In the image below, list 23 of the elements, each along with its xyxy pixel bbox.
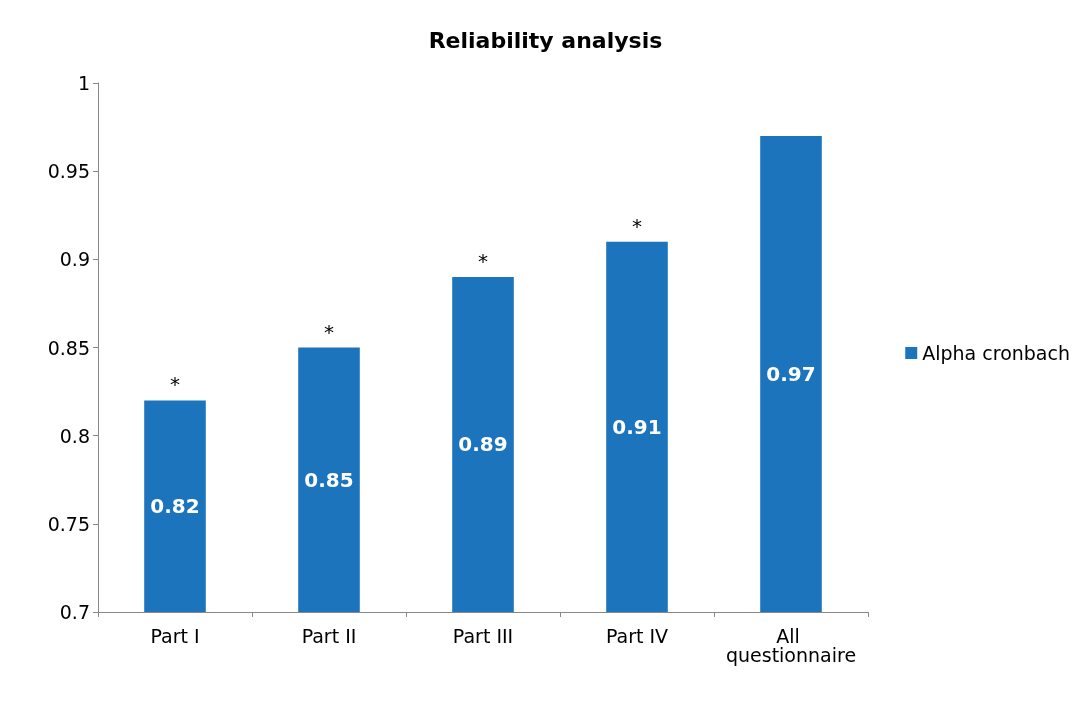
annotation: * bbox=[478, 248, 488, 273]
x-tick-label: All questionnaire bbox=[725, 624, 857, 666]
y-tick-label: 0.85 bbox=[47, 336, 90, 359]
y-tick-label: 1 bbox=[77, 72, 90, 94]
y-tick-label: 0.95 bbox=[47, 160, 90, 183]
legend-label: Alpha cronbach bbox=[922, 342, 1071, 364]
x-tick-label: Part I bbox=[150, 624, 200, 647]
y-tick-label: 0.7 bbox=[59, 601, 90, 623]
data-label: 0.89 bbox=[458, 432, 508, 457]
y-tick-label: 0.9 bbox=[59, 248, 90, 271]
data-label: 0.82 bbox=[150, 494, 200, 519]
annotation: * bbox=[632, 213, 642, 238]
data-label: 0.91 bbox=[612, 414, 662, 439]
annotation: * bbox=[324, 319, 334, 344]
data-label: 0.85 bbox=[304, 467, 354, 492]
x-tick-label: Part II bbox=[301, 624, 357, 647]
y-tick-label: 0.8 bbox=[59, 424, 90, 447]
y-tick-label: 0.75 bbox=[47, 512, 90, 535]
chart-title: Reliability analysis bbox=[428, 27, 663, 53]
annotation: * bbox=[170, 372, 180, 397]
x-tick-label: Part III bbox=[452, 624, 514, 647]
data-label: 0.97 bbox=[766, 361, 816, 386]
x-tick-label: Part IV bbox=[605, 624, 669, 647]
